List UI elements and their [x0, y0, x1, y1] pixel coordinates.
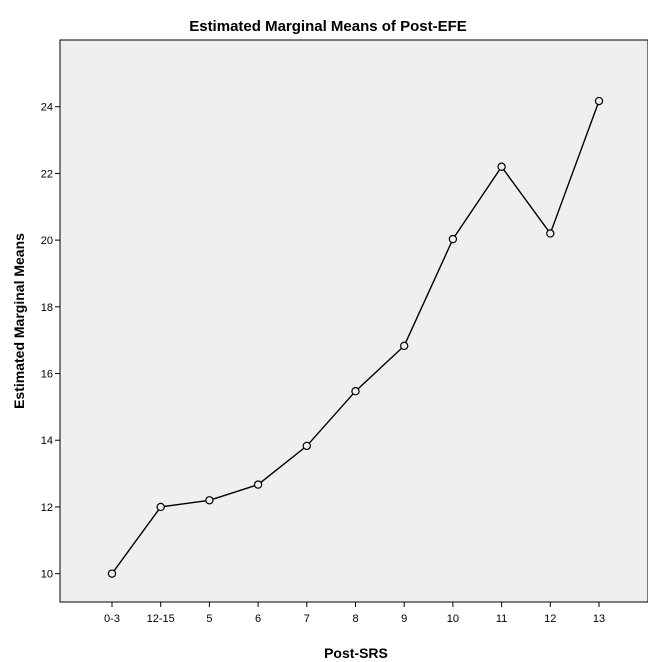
y-tick-label: 20	[41, 235, 53, 247]
data-point	[205, 496, 214, 505]
y-tick-label: 22	[41, 168, 53, 180]
x-tick-label: 8	[352, 613, 358, 625]
data-point	[156, 502, 165, 512]
plot-area	[59, 39, 648, 603]
x-tick-label: 10	[447, 613, 459, 625]
x-axis-title: Post-SRS	[324, 645, 388, 661]
series-layer	[107, 96, 604, 578]
data-point	[594, 96, 604, 106]
y-tick-label: 18	[41, 302, 53, 314]
x-tick-label: 11	[496, 613, 507, 625]
data-point	[351, 387, 360, 396]
x-axis-ticks: 0-3 12-15 5 6 7 8 9 10 11 12 13	[104, 602, 605, 625]
data-point	[497, 162, 506, 171]
data-point	[253, 480, 263, 489]
data-point	[546, 229, 555, 238]
y-tick-label: 24	[41, 102, 53, 114]
data-point	[107, 569, 117, 578]
data-point	[302, 441, 311, 451]
y-tick-label: 10	[41, 569, 53, 581]
x-tick-label: 9	[401, 613, 407, 625]
data-point	[400, 341, 409, 351]
data-point	[448, 234, 458, 244]
x-tick-label: 7	[304, 613, 310, 625]
x-tick-label: 12	[544, 613, 556, 625]
x-tick-label: 6	[255, 613, 261, 625]
x-tick-label: 0-3	[104, 613, 120, 625]
x-tick-label: 5	[206, 613, 212, 625]
chart-title: Estimated Marginal Means of Post-EFE	[189, 18, 467, 35]
y-tick-label: 14	[41, 435, 53, 447]
y-axis-ticks: 10 12 14 16 18 20 22 24	[41, 102, 60, 581]
x-tick-label: 13	[593, 613, 605, 625]
y-axis-title: Estimated Marginal Means	[11, 233, 27, 409]
y-tick-label: 16	[41, 369, 53, 381]
y-tick-label: 12	[41, 502, 53, 514]
x-tick-label: 12-15	[147, 613, 175, 625]
